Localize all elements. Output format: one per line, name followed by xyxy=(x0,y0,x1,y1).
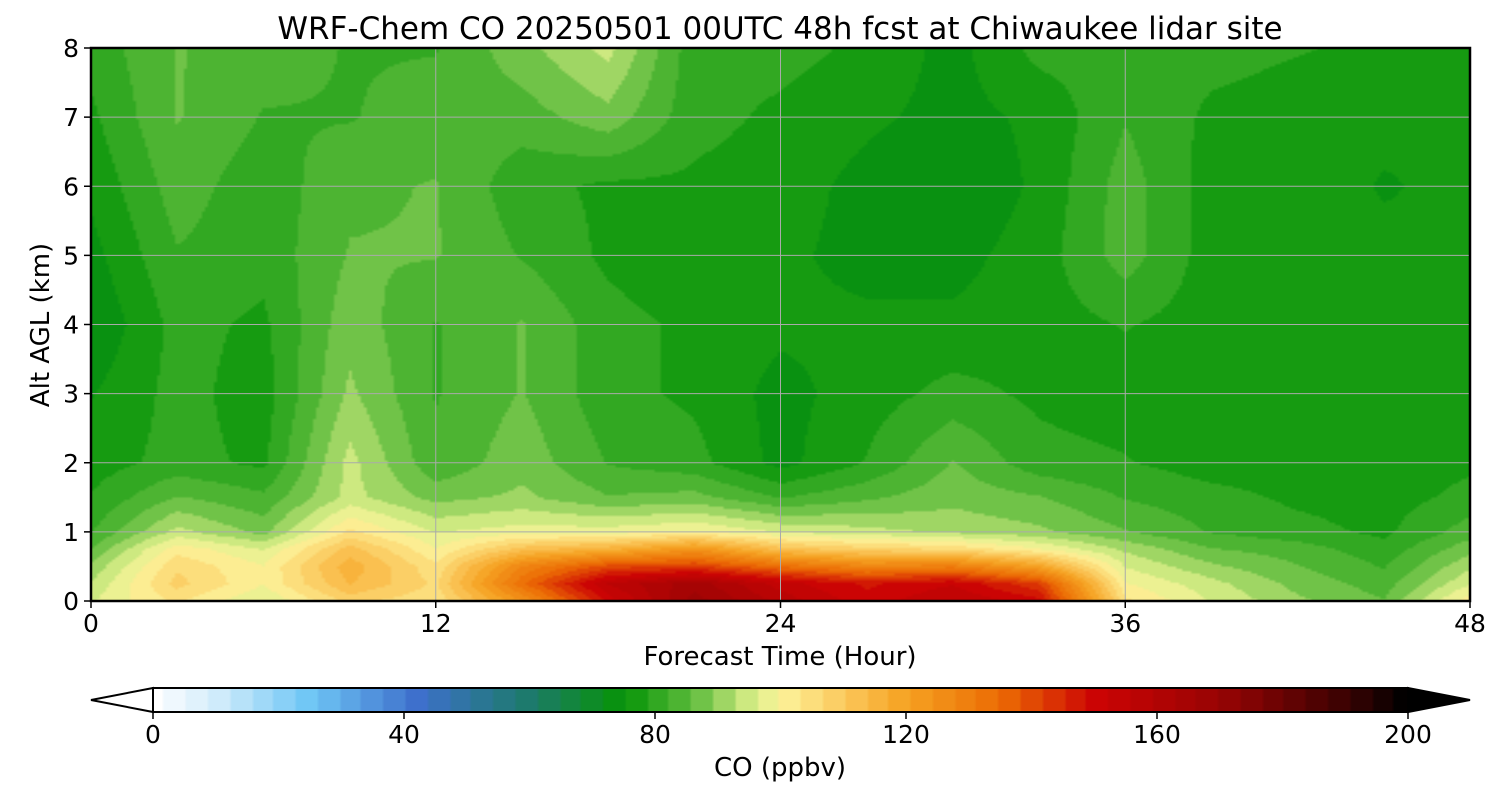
y-tick-label: 8 xyxy=(63,34,79,63)
y-tick-label: 4 xyxy=(63,311,79,340)
colorbar-extend-low xyxy=(90,686,154,714)
x-axis-label: Forecast Time (Hour) xyxy=(643,642,916,672)
x-tick-label: 24 xyxy=(765,609,797,638)
colorbar-ticks: 0 40 80 120 160 200 xyxy=(145,712,1432,749)
colorbar-label: CO (ppbv) xyxy=(714,753,846,783)
x-tick-label: 48 xyxy=(1454,609,1486,638)
y-tick-label: 3 xyxy=(63,380,79,409)
plot-area xyxy=(89,46,1472,603)
y-tick-label: 7 xyxy=(63,103,79,132)
colorbar-tick-label: 200 xyxy=(1384,720,1432,749)
chart-title: WRF-Chem CO 20250501 00UTC 48h fcst at C… xyxy=(277,11,1282,47)
colorbar-tick-label: 80 xyxy=(639,720,671,749)
colorbar-tick-label: 0 xyxy=(145,720,161,749)
y-tick-label: 5 xyxy=(63,241,79,270)
colorbar-gradient xyxy=(153,688,1408,712)
x-tick-label: 12 xyxy=(420,609,452,638)
colorbar-tick-label: 40 xyxy=(388,720,420,749)
colorbar-tick-label: 120 xyxy=(882,720,930,749)
colorbar-extend-high xyxy=(1407,686,1471,714)
y-axis: 0 1 2 3 4 5 6 7 8 xyxy=(63,34,91,616)
x-axis: 0 12 24 36 48 xyxy=(83,601,1486,638)
y-tick-label: 0 xyxy=(63,587,79,616)
y-tick-label: 6 xyxy=(63,172,79,201)
colorbar-frame xyxy=(152,687,1409,713)
x-tick-label: 0 xyxy=(83,609,99,638)
x-tick-label: 36 xyxy=(1109,609,1141,638)
colorbar: 0 40 80 120 160 200 CO (ppbv) xyxy=(90,686,1471,783)
y-axis-label: Alt AGL (km) xyxy=(26,243,56,407)
y-tick-label: 2 xyxy=(63,449,79,478)
colorbar-tick-label: 160 xyxy=(1133,720,1181,749)
y-tick-label: 1 xyxy=(63,518,79,547)
